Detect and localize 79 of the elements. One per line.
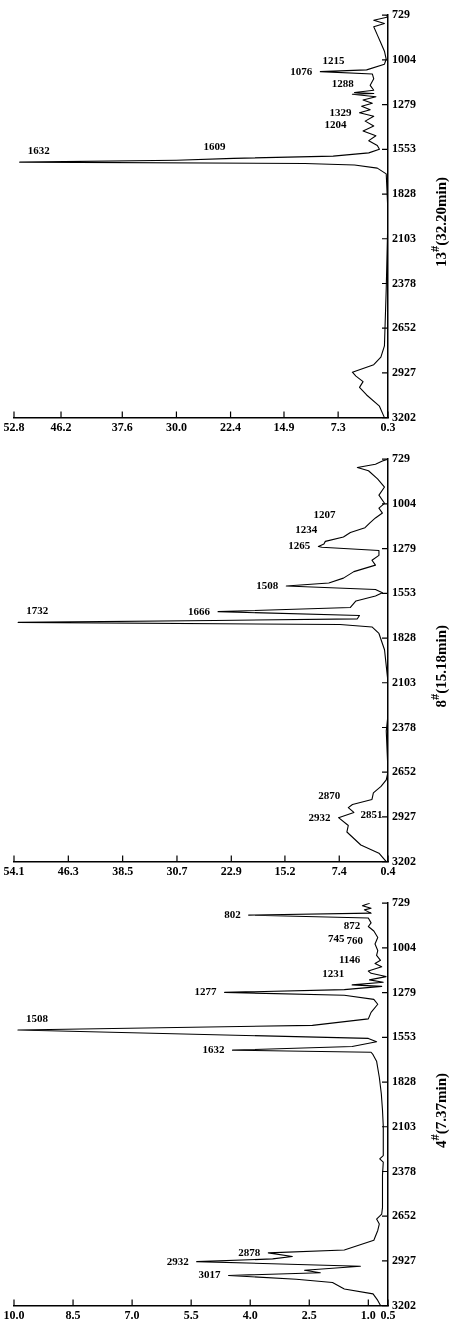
- x-tick-label: 38.5: [112, 863, 134, 878]
- annotation: 1732: [26, 604, 49, 617]
- x-tick-label: 15.2: [274, 863, 296, 878]
- x-tick-label: 22.4: [220, 419, 242, 434]
- y-tick-label: 2103: [392, 674, 416, 689]
- x-tick-label: 8.5: [65, 1307, 81, 1322]
- annotation: 2878: [238, 1245, 261, 1258]
- y-tick-label: 1828: [392, 1074, 416, 1089]
- y-tick-label: 2103: [392, 230, 416, 245]
- y-tick-label: 1004: [392, 496, 416, 511]
- annotation: 1609: [203, 140, 226, 153]
- annotation: 2932: [166, 1254, 190, 1267]
- x-tick-label: 46.3: [57, 863, 79, 878]
- x-tick-label: 46.2: [50, 419, 72, 434]
- x-tick-label: 1.0: [360, 1307, 376, 1322]
- y-tick-label: 1279: [392, 540, 416, 555]
- y-tick-label: 729: [392, 451, 410, 466]
- annotation: 1265: [288, 539, 311, 552]
- x-tick-label: 30.0: [165, 419, 187, 434]
- annotation: 1204: [324, 118, 348, 131]
- annotation: 2932: [308, 810, 332, 823]
- x-tick-label: 37.6: [111, 419, 133, 434]
- y-tick-label: 1553: [392, 1029, 416, 1044]
- x-tick-label: 30.7: [166, 863, 188, 878]
- annotation: 1277: [194, 985, 218, 998]
- x-tick-label: 54.1: [3, 863, 25, 878]
- y-tick-label: 3202: [392, 1297, 416, 1312]
- y-tick-label: 1004: [392, 52, 416, 67]
- y-tick-label: 1004: [392, 940, 416, 955]
- annotation: 1207: [313, 507, 336, 520]
- x-tick-label: 7.0: [124, 1307, 140, 1322]
- y-tick-label: 2927: [392, 1252, 416, 1267]
- y-tick-label: 2378: [392, 1163, 416, 1178]
- y-tick-label: 2927: [392, 808, 416, 823]
- y-tick-label: 1553: [392, 585, 416, 600]
- y-tick-label: 2927: [392, 364, 416, 379]
- y-tick-label: 3202: [392, 853, 416, 868]
- annotation: 1508: [256, 578, 279, 591]
- annotation: 2851: [360, 808, 383, 821]
- annotation: 1632: [202, 1042, 225, 1055]
- annotation: 802: [224, 907, 242, 920]
- y-tick-label: 3202: [392, 409, 416, 424]
- annotation: 1146: [338, 952, 361, 965]
- y-tick-label: 2378: [392, 275, 416, 290]
- annotation: 1632: [27, 143, 51, 156]
- y-tick-label: 2652: [392, 764, 416, 779]
- y-tick-label: 1553: [392, 141, 416, 156]
- y-tick-label: 1828: [392, 186, 416, 201]
- x-tick-label: 7.3: [330, 419, 346, 434]
- x-tick-label: 4.0: [242, 1307, 258, 1322]
- y-tick-label: 1279: [392, 96, 416, 111]
- annotation: 1329: [329, 105, 352, 118]
- x-tick-label: 5.5: [183, 1307, 199, 1322]
- annotation: 1288: [331, 77, 355, 89]
- annotation: 1231: [322, 966, 345, 979]
- annotation: 3017: [198, 1268, 222, 1281]
- annotation: 745: [327, 931, 345, 944]
- annotation: 1666: [188, 604, 211, 617]
- annotation: 1076: [290, 64, 313, 77]
- annotation: 1234: [295, 523, 318, 536]
- y-tick-label: 2378: [392, 719, 416, 734]
- y-tick-label: 2652: [392, 320, 416, 335]
- annotation: 2870: [318, 789, 341, 802]
- annotation: 1508: [25, 1011, 49, 1024]
- y-tick-label: 729: [392, 895, 410, 910]
- annotation: 760: [346, 934, 364, 947]
- x-tick-label: 10.0: [3, 1307, 25, 1322]
- x-tick-label: 7.4: [331, 863, 347, 878]
- y-tick-label: 2103: [392, 1118, 416, 1133]
- x-tick-label: 52.8: [3, 419, 25, 434]
- x-tick-label: 22.9: [220, 863, 242, 878]
- x-tick-label: 14.9: [273, 419, 295, 434]
- y-tick-label: 1279: [392, 984, 416, 999]
- y-tick-label: 729: [392, 7, 410, 22]
- y-tick-label: 2652: [392, 1208, 416, 1223]
- annotation: 872: [343, 919, 361, 932]
- y-tick-label: 1828: [392, 630, 416, 645]
- annotation: 1215: [322, 54, 345, 67]
- x-tick-label: 2.5: [301, 1307, 317, 1322]
